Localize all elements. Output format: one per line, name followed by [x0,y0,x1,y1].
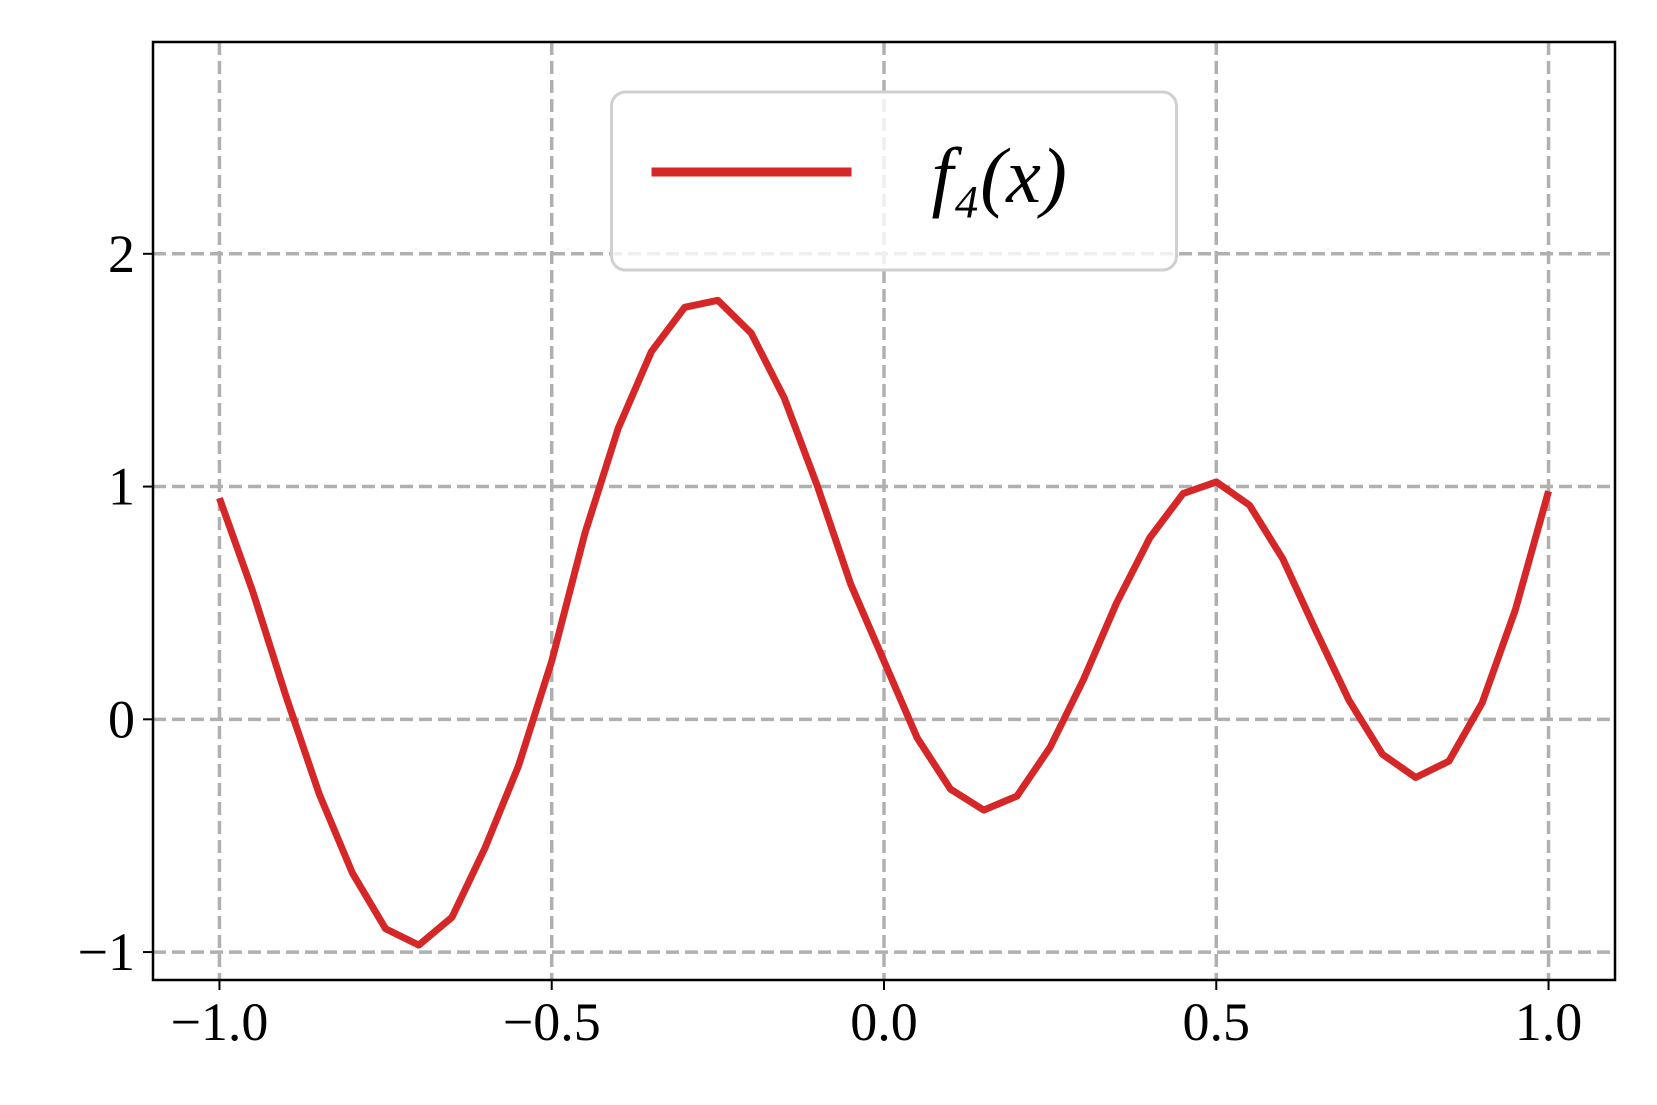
y-tick-label: 2 [108,224,135,284]
x-tick-label: 0.5 [1183,992,1251,1052]
line [216,296,1552,949]
y-tick-label: 0 [108,689,135,749]
x-tick-label: 0.0 [850,992,918,1052]
x-tick-label: −1.0 [170,992,268,1052]
y-tick-label: −1 [78,922,135,982]
plot-frame [151,40,1617,982]
y-tick-label: 1 [108,457,135,517]
legend-box [610,90,1178,272]
x-tick-label: −0.5 [503,992,601,1052]
legend-label: f₄(x) [932,132,1067,219]
x-tick-label: 1.0 [1515,992,1583,1052]
